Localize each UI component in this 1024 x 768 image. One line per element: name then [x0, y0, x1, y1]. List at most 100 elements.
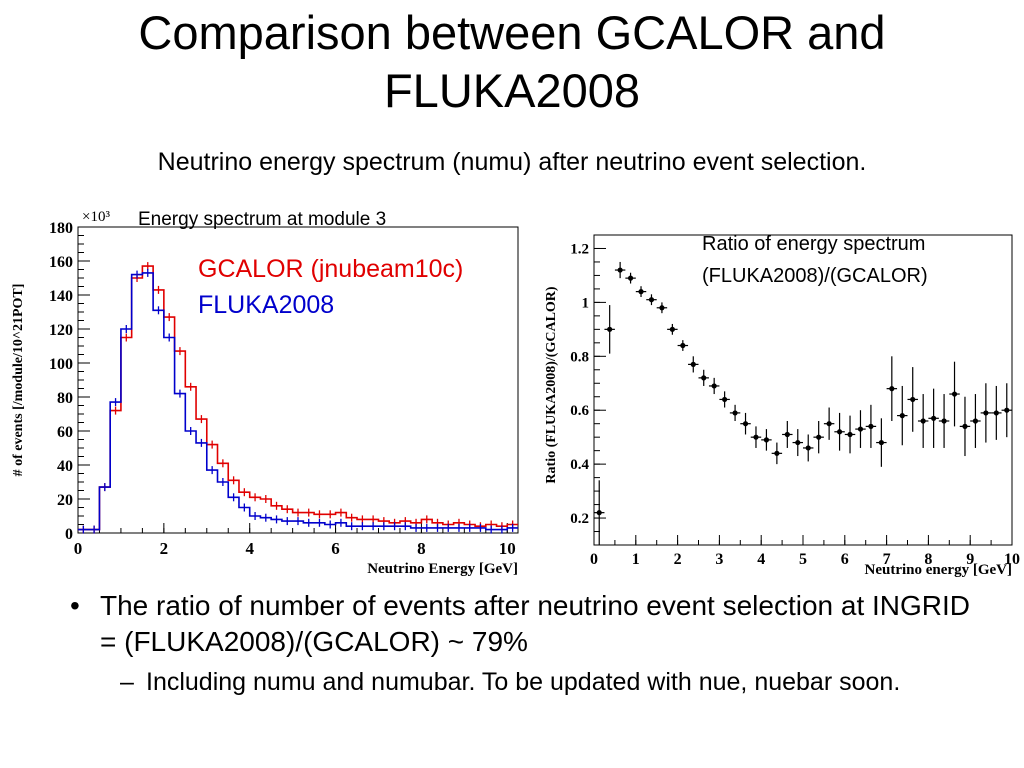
ratio-data-point	[889, 386, 895, 392]
ratio-data-point	[941, 418, 947, 424]
y-tick-label: 80	[57, 390, 73, 407]
ratio-data-point	[669, 326, 675, 332]
ratio-data-point	[607, 326, 613, 332]
ratio-data-point	[732, 410, 738, 416]
y-tick-label: 0.6	[570, 403, 589, 419]
ratio-data-point	[993, 410, 999, 416]
spectrum-x-label: Neutrino Energy [GeV]	[367, 561, 518, 577]
legend-gcalor: GCALOR (jnubeam10c)	[198, 255, 463, 283]
x-tick-label: 10	[1004, 551, 1020, 568]
ratio-data-point	[763, 437, 770, 443]
ratio-chart: 0.2 0.4 0.6 0.8 1 1.2 0 1 2 3 4 5 6 7 8 9 10 Ratio of en…	[544, 233, 1020, 578]
ratio-data-point	[899, 413, 905, 419]
bullet-text: The ratio of number of events after neut…	[100, 590, 970, 657]
ratio-data-point	[878, 439, 884, 446]
y-tick-label: 40	[57, 458, 73, 475]
ratio-data-point	[638, 289, 644, 295]
ratio-data-point	[711, 383, 717, 389]
y-tick-label: 120	[49, 322, 73, 339]
spectrum-y-label: # of events [/module/10^21POT]	[11, 284, 26, 477]
ratio-data-point	[826, 421, 832, 427]
x-tick-label: 9	[966, 551, 974, 568]
ratio-data-point	[795, 439, 801, 446]
slide-subtitle: Neutrino energy spectrum (numu) after ne…	[157, 148, 867, 176]
spectrum-ticks	[77, 226, 508, 534]
y-tick-label: 60	[57, 424, 73, 441]
y-tick-label: 0.8	[570, 349, 589, 365]
ratio-chart-title-line-2: (FLUKA2008)/(GCALOR)	[702, 265, 928, 287]
ratio-data-point	[931, 415, 937, 421]
spectrum-y-multiplier: ×10³	[82, 209, 110, 225]
ratio-data-point	[742, 421, 749, 427]
ratio-data-point	[920, 418, 926, 424]
ratio-x-label: Neutrino energy [GeV]	[865, 562, 1012, 578]
x-tick-label: 2	[160, 539, 169, 558]
ratio-data-point	[868, 423, 874, 429]
x-tick-label: 5	[799, 551, 807, 568]
y-tick-label: 0.4	[570, 457, 589, 473]
spectrum-plot-frame	[77, 226, 519, 534]
ratio-data-point	[836, 429, 843, 435]
ratio-data-point	[784, 431, 790, 438]
ratio-data-points	[594, 261, 1012, 545]
ratio-data-point	[596, 510, 602, 516]
x-tick-label: 6	[841, 551, 849, 568]
bullet-item: • The ratio of number of events after ne…	[70, 588, 990, 660]
y-tick-label: 1	[582, 295, 590, 311]
x-tick-label: 2	[674, 551, 682, 568]
ratio-data-point	[951, 391, 958, 397]
ratio-data-point	[816, 434, 822, 440]
x-tick-label: 4	[757, 551, 765, 568]
sub-bullet-item: – Including numu and numubar. To be upda…	[120, 666, 990, 699]
x-tick-label: 0	[74, 539, 83, 558]
ratio-data-point	[910, 396, 916, 403]
y-tick-label: 160	[49, 254, 73, 271]
y-tick-label: 0	[65, 526, 73, 543]
x-tick-label: 4	[245, 539, 254, 558]
legend-fluka: FLUKA2008	[198, 291, 334, 319]
y-tick-label: 20	[57, 492, 73, 509]
ratio-data-point	[1004, 407, 1010, 413]
y-tick-label: 100	[49, 356, 73, 373]
ratio-y-label: Ratio (FLUKA2008)/(GCALOR)	[544, 286, 559, 483]
ratio-data-point	[648, 297, 655, 303]
ratio-data-point	[680, 342, 686, 349]
ratio-data-point	[659, 305, 665, 311]
spectrum-chart-title: Energy spectrum at module 3	[138, 209, 386, 230]
x-tick-label: 0	[590, 551, 598, 568]
ratio-plot-frame	[593, 234, 1013, 546]
ratio-data-point	[722, 396, 728, 403]
ratio-chart-title-line-1: Ratio of energy spectrum	[702, 233, 925, 255]
slide-title: Comparison between GCALOR and FLUKA2008	[0, 4, 1024, 120]
y-tick-label: 180	[49, 220, 73, 237]
ratio-data-point	[617, 267, 623, 273]
spectrum-chart: 0 20 40 60 80 100 120 140 160 180 0 2 4 6 8 10 ×10³ Ene…	[11, 209, 519, 577]
y-tick-label: 0.2	[570, 511, 589, 527]
ratio-data-point	[805, 445, 811, 451]
fluka-histogram-line	[78, 272, 518, 531]
sub-bullet-mark: –	[120, 668, 134, 696]
ratio-data-point	[701, 375, 707, 381]
ratio-data-point	[857, 426, 864, 432]
ratio-data-point	[690, 361, 696, 367]
ratio-data-point	[962, 423, 968, 429]
spectrum-error-bars	[82, 262, 514, 534]
x-tick-label: 3	[715, 551, 723, 568]
y-tick-label: 140	[49, 288, 73, 305]
ratio-data-point	[774, 450, 780, 456]
bullet-mark: •	[70, 590, 80, 621]
y-tick-label: 1.2	[570, 241, 589, 257]
ratio-data-point	[753, 434, 759, 440]
ratio-ticks	[593, 247, 1013, 546]
ratio-data-point	[983, 410, 989, 416]
x-tick-label: 10	[499, 539, 516, 558]
x-tick-label: 8	[924, 551, 932, 568]
ratio-data-point	[627, 275, 634, 281]
bullet-list: • The ratio of number of events after ne…	[70, 588, 990, 699]
x-tick-label: 8	[417, 539, 426, 558]
x-tick-label: 6	[331, 539, 340, 558]
sub-bullet-text: Including numu and numubar. To be update…	[146, 668, 901, 696]
ratio-data-point	[847, 431, 853, 438]
slide-title-line-1: Comparison between GCALOR and	[138, 6, 886, 59]
slide-title-line-2: FLUKA2008	[383, 64, 641, 117]
